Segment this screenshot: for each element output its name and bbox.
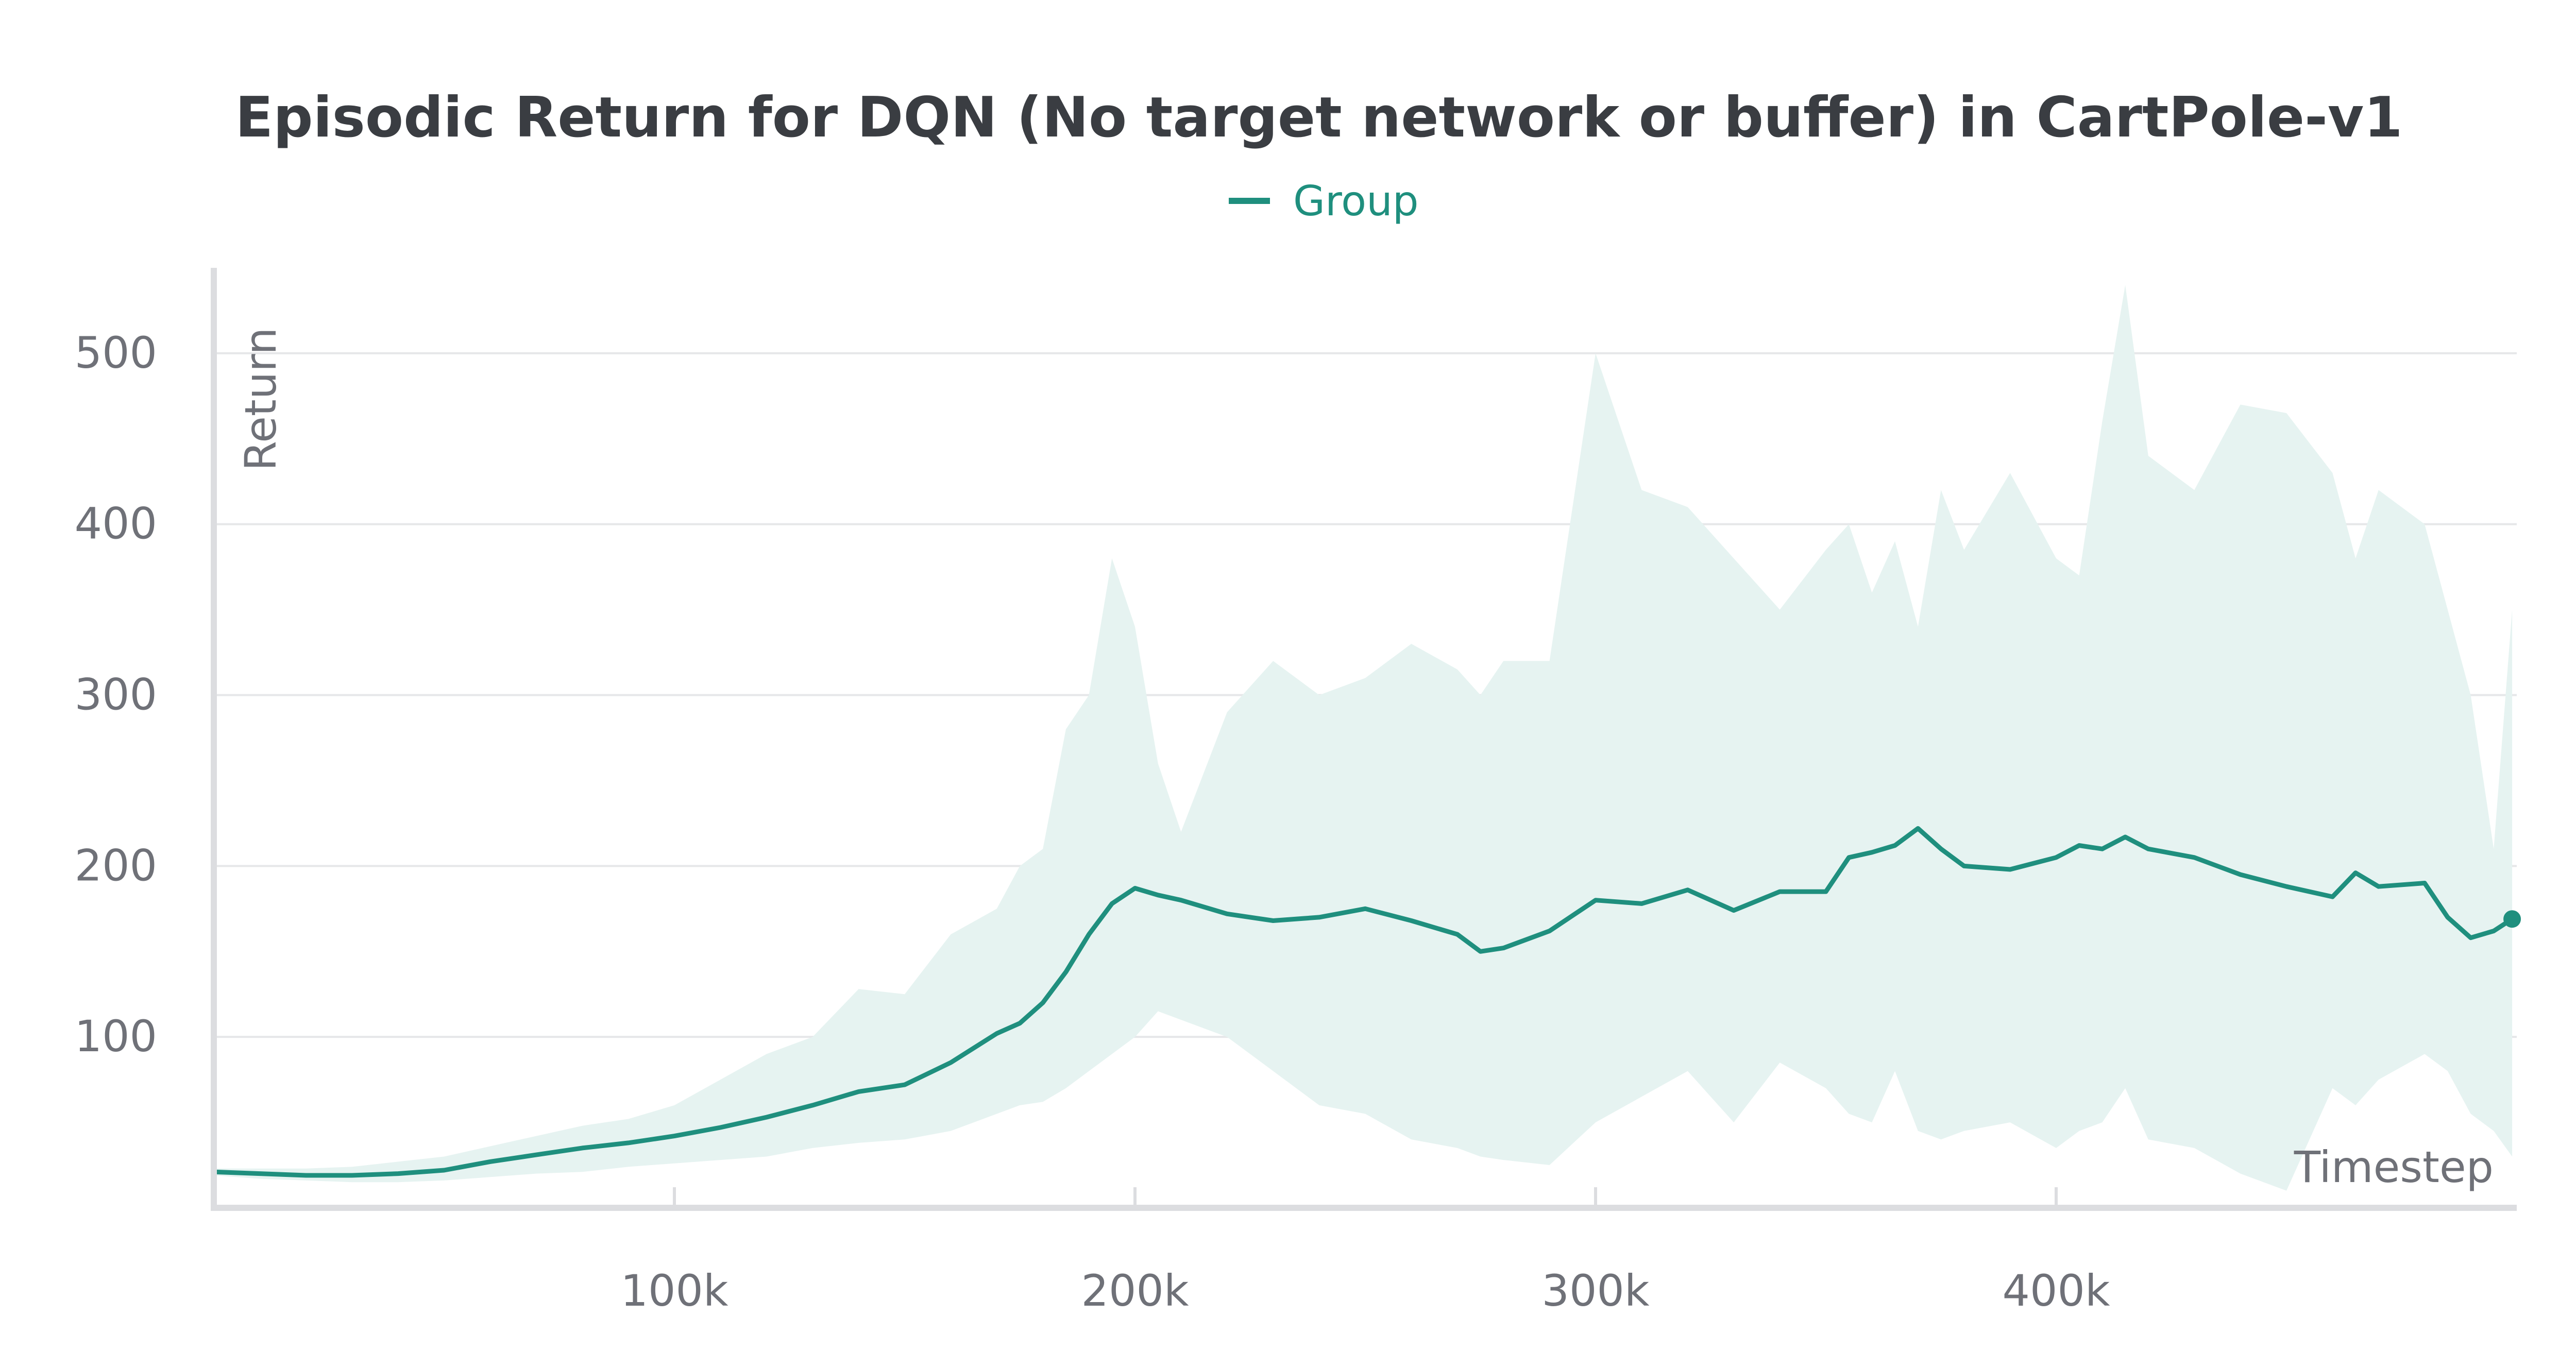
data-point bbox=[258, 1172, 262, 1176]
data-point bbox=[1847, 856, 1851, 860]
data-point bbox=[2353, 871, 2358, 875]
data-point bbox=[1939, 847, 1943, 851]
data-point bbox=[2077, 844, 2081, 848]
y-tick-label: 300 bbox=[75, 670, 157, 720]
x-axis-label: Timestep bbox=[2294, 1142, 2494, 1192]
data-point bbox=[304, 1173, 308, 1177]
data-point bbox=[2008, 867, 2012, 871]
y-tick-label: 100 bbox=[75, 1011, 157, 1062]
data-point bbox=[2422, 881, 2427, 885]
data-point bbox=[1317, 915, 1321, 919]
data-point bbox=[1409, 919, 1413, 923]
data-point bbox=[1893, 844, 1897, 848]
axes bbox=[211, 268, 2517, 1211]
data-point bbox=[765, 1115, 769, 1119]
data-point bbox=[718, 1125, 722, 1130]
data-point bbox=[1686, 888, 1690, 892]
legend-label-group: Group bbox=[1293, 177, 1419, 225]
data-point bbox=[1018, 1021, 1022, 1025]
data-point bbox=[1916, 826, 1920, 830]
data-point bbox=[1639, 901, 1643, 905]
y-tick-label: 400 bbox=[75, 499, 157, 549]
data-point bbox=[2492, 929, 2496, 933]
data-point bbox=[350, 1173, 354, 1177]
data-point bbox=[1962, 864, 1966, 868]
tick-labels: 100 200 300 400 500 100k 200k 300k 400k bbox=[75, 328, 2110, 1316]
range-band bbox=[214, 285, 2513, 1191]
series-end-marker bbox=[2503, 910, 2521, 928]
data-point bbox=[2446, 915, 2450, 919]
data-point bbox=[534, 1153, 538, 1157]
legend[interactable]: Group bbox=[1229, 177, 1419, 225]
x-tick-label: 300k bbox=[1542, 1266, 1650, 1316]
data-point bbox=[2377, 884, 2381, 888]
data-point bbox=[2146, 847, 2150, 851]
data-point bbox=[2469, 936, 2473, 940]
data-point bbox=[626, 1141, 631, 1145]
y-tick-label: 500 bbox=[75, 328, 157, 378]
data-point bbox=[2192, 856, 2196, 860]
data-point bbox=[488, 1159, 492, 1164]
data-point bbox=[1479, 949, 1483, 953]
data-point bbox=[810, 1103, 815, 1107]
data-point bbox=[1271, 919, 1275, 923]
line-layer bbox=[211, 826, 2521, 1178]
data-point bbox=[1732, 909, 1736, 913]
data-point bbox=[1363, 907, 1367, 911]
data-point bbox=[1041, 1001, 1045, 1005]
data-point bbox=[857, 1089, 861, 1093]
data-point bbox=[2054, 856, 2058, 860]
data-point bbox=[1225, 912, 1229, 916]
data-point bbox=[995, 1032, 999, 1036]
data-point bbox=[672, 1134, 676, 1138]
data-point bbox=[1110, 901, 1114, 905]
data-point bbox=[2330, 895, 2334, 899]
data-point bbox=[1824, 890, 1828, 894]
data-point bbox=[1179, 898, 1183, 902]
data-point bbox=[2239, 873, 2243, 877]
y-tick-label: 200 bbox=[75, 840, 157, 891]
chart-title: Episodic Return for DQN (No target netwo… bbox=[235, 86, 2403, 150]
data-point bbox=[580, 1146, 584, 1150]
data-point bbox=[2123, 835, 2127, 839]
y-axis-label: Return bbox=[235, 328, 286, 471]
data-point bbox=[1133, 886, 1137, 891]
data-point bbox=[1064, 970, 1068, 974]
data-point bbox=[396, 1172, 400, 1176]
data-point bbox=[2100, 847, 2104, 851]
data-point bbox=[1087, 932, 1091, 936]
data-point bbox=[1594, 898, 1598, 902]
data-point bbox=[1455, 932, 1460, 936]
x-tick-label: 400k bbox=[2003, 1266, 2110, 1316]
data-point bbox=[1501, 946, 1505, 950]
data-point bbox=[1548, 929, 1552, 933]
data-point bbox=[903, 1083, 907, 1087]
data-point bbox=[1778, 890, 1782, 894]
band-layer bbox=[214, 285, 2513, 1191]
series-line-group bbox=[211, 826, 2515, 1178]
x-tick-label: 200k bbox=[1081, 1266, 1189, 1316]
data-point bbox=[2284, 884, 2289, 888]
x-tick-label: 100k bbox=[621, 1266, 728, 1316]
data-point bbox=[1156, 893, 1160, 897]
data-point bbox=[948, 1061, 953, 1065]
data-point bbox=[442, 1168, 446, 1172]
data-point bbox=[1870, 850, 1874, 854]
